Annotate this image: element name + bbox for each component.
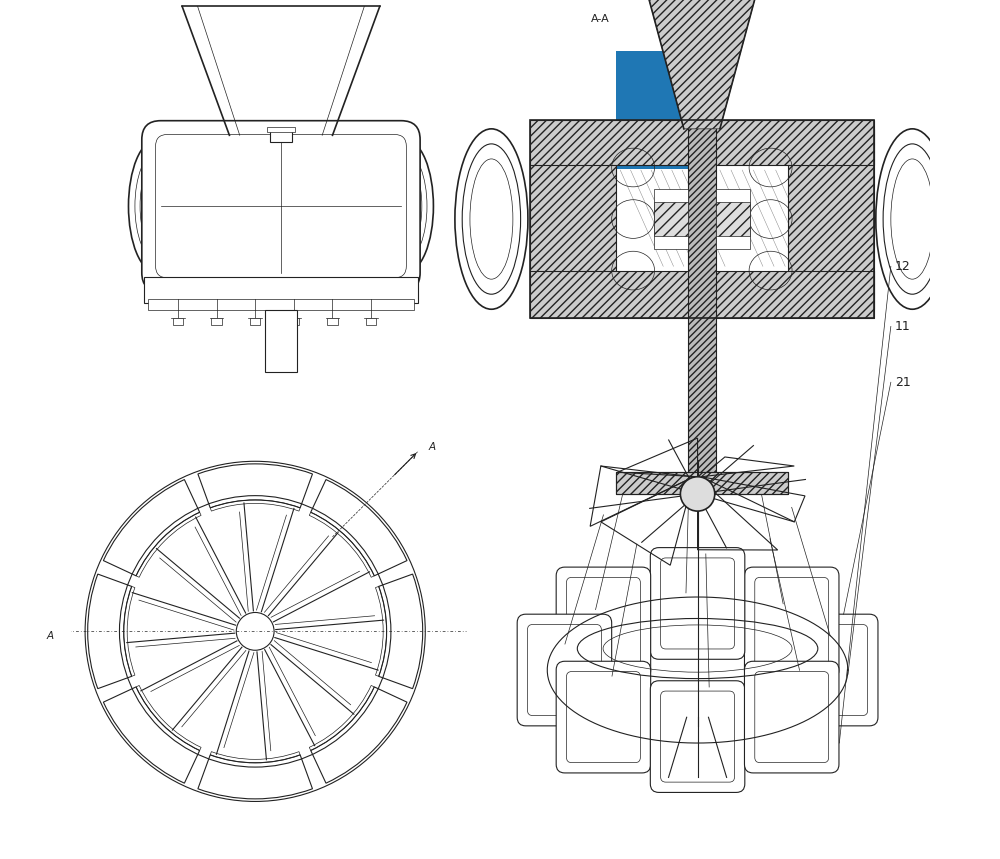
Bar bbox=[289, 319, 299, 326]
Text: A: A bbox=[429, 442, 436, 452]
Polygon shape bbox=[620, 0, 783, 129]
Text: 21: 21 bbox=[895, 375, 911, 389]
Circle shape bbox=[680, 477, 715, 511]
Bar bbox=[654, 189, 688, 249]
Bar bbox=[716, 189, 750, 249]
FancyBboxPatch shape bbox=[650, 548, 745, 660]
Ellipse shape bbox=[455, 129, 528, 309]
Bar bbox=[788, 129, 874, 309]
Bar bbox=[270, 131, 292, 142]
Ellipse shape bbox=[140, 161, 173, 251]
Bar bbox=[530, 271, 874, 318]
Bar bbox=[616, 51, 688, 169]
FancyBboxPatch shape bbox=[744, 567, 839, 679]
Bar bbox=[144, 277, 418, 303]
Ellipse shape bbox=[876, 129, 949, 309]
Bar bbox=[688, 0, 716, 477]
FancyBboxPatch shape bbox=[142, 121, 420, 292]
Bar bbox=[211, 319, 222, 326]
Bar bbox=[267, 126, 295, 131]
Text: A-A: A-A bbox=[591, 14, 610, 24]
Bar bbox=[250, 319, 260, 326]
Bar bbox=[265, 309, 297, 371]
Bar bbox=[173, 319, 183, 326]
Bar bbox=[616, 472, 788, 494]
FancyBboxPatch shape bbox=[783, 614, 878, 726]
FancyBboxPatch shape bbox=[556, 567, 651, 679]
Ellipse shape bbox=[135, 153, 178, 259]
Ellipse shape bbox=[384, 153, 427, 259]
Bar bbox=[716, 202, 750, 236]
Ellipse shape bbox=[128, 139, 184, 273]
FancyBboxPatch shape bbox=[744, 661, 839, 773]
Bar bbox=[616, 472, 788, 494]
Ellipse shape bbox=[378, 139, 433, 273]
Bar bbox=[530, 120, 874, 318]
Bar bbox=[654, 202, 688, 236]
Bar bbox=[327, 319, 338, 326]
Bar bbox=[530, 129, 616, 309]
Bar bbox=[530, 120, 874, 165]
Bar bbox=[366, 319, 376, 326]
Text: 11: 11 bbox=[895, 320, 911, 333]
Text: 12: 12 bbox=[895, 259, 911, 273]
FancyBboxPatch shape bbox=[517, 614, 612, 726]
FancyBboxPatch shape bbox=[556, 661, 651, 773]
Text: A: A bbox=[46, 631, 54, 641]
Bar bbox=[148, 300, 414, 310]
FancyBboxPatch shape bbox=[650, 680, 745, 792]
Ellipse shape bbox=[389, 161, 422, 251]
